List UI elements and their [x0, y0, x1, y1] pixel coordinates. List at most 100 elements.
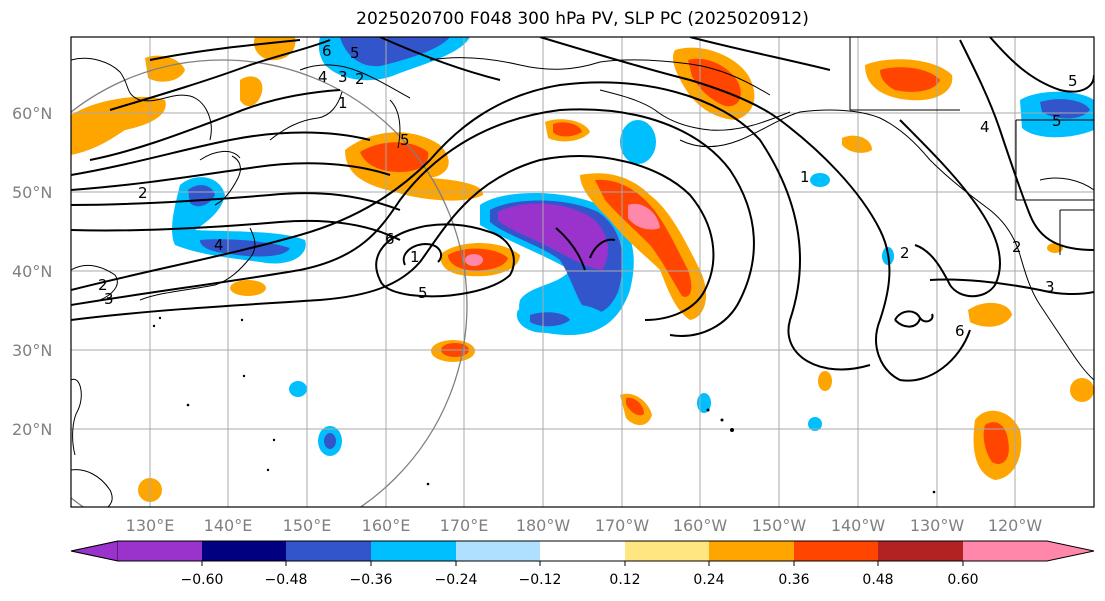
colorbar-tick-label: −0.24	[435, 572, 478, 588]
contour-label: 4	[318, 68, 328, 86]
contour-label: 4	[214, 236, 224, 254]
colorbar-ticks	[201, 561, 964, 566]
colorbar: −0.60 −0.48 −0.36 −0.24 −0.12 0.12 0.24 …	[70, 540, 1095, 588]
colorbar-segment	[794, 541, 878, 561]
lon-label: 130°W	[910, 516, 965, 535]
lon-label: 150°E	[283, 516, 332, 535]
longitude-labels: 130°E 140°E 150°E 160°E 170°E 180°W 170°…	[126, 516, 1043, 535]
pv-negative-blob-small-6	[808, 417, 822, 431]
colorbar-tick-label: 0.48	[862, 572, 893, 588]
contour-label: 5	[418, 284, 428, 302]
slp-contours	[71, 37, 1094, 382]
colorbar-segment	[286, 541, 371, 561]
lon-label: 170°W	[595, 516, 650, 535]
contour-label: 1	[410, 248, 420, 266]
lon-label: 140°E	[204, 516, 253, 535]
contour-label: 1	[800, 168, 810, 186]
contour-label: 5	[1052, 112, 1062, 130]
colorbar-tick-label: 0.60	[947, 572, 978, 588]
pv-positive-blob-nw-2	[145, 55, 185, 82]
contour-label: 4	[980, 118, 990, 136]
colorbar-outline	[70, 540, 1095, 562]
contour-label: 5	[400, 131, 410, 149]
contour-label: 3	[1045, 278, 1055, 296]
pv-positive-blob-52n-140w	[842, 135, 872, 153]
lon-label: 170°E	[440, 516, 489, 535]
contour-label: 3	[338, 68, 348, 86]
lon-label: 180°W	[516, 516, 571, 535]
map-title: 2025020700 F048 300 hPa PV, SLP PC (2025…	[356, 9, 809, 29]
contour-label: 2	[138, 184, 148, 202]
lat-label: 30°N	[12, 341, 52, 360]
colorbar-segment	[371, 541, 456, 561]
pv-positive-blob-canada-core	[880, 67, 940, 92]
colorbar-tick-label: −0.48	[265, 572, 308, 588]
pv-positive-blob-170e-pink	[465, 254, 483, 266]
contour-label: 2	[98, 276, 108, 294]
pv-negative-blob-small-3	[289, 381, 307, 397]
pv-positive-blob-26n-150w	[818, 371, 832, 391]
pv-negative-blob-small-7	[810, 173, 830, 187]
contour-label: 2	[1012, 238, 1022, 256]
contour-labels: 6 5 4 3 2 1 5 4 2 3 6 1 5 2 1 2 3 2 6 5 …	[98, 42, 1078, 340]
colorbar-tick-label: 0.24	[693, 572, 724, 588]
contour-label: 3	[104, 290, 114, 308]
islands	[152, 316, 936, 494]
contour-label: 6	[385, 230, 395, 248]
contour-label: 6	[322, 42, 332, 60]
pv-positive-blob-30n-138e	[230, 280, 266, 296]
lon-label: 120°W	[988, 516, 1043, 535]
plot-frame	[70, 36, 1095, 508]
colorbar-tick-label: 0.36	[778, 572, 809, 588]
pv-positive-blob-22n-168w-core	[626, 397, 644, 416]
pv-negative-blob-small-1	[620, 120, 656, 164]
coastlines	[71, 37, 1094, 507]
reference-circle	[71, 59, 468, 507]
lat-label: 50°N	[12, 183, 52, 202]
lat-label: 20°N	[12, 420, 52, 439]
pv-positive-blob-nw-5-core	[553, 122, 582, 137]
colorbar-segment	[540, 541, 625, 561]
colorbar-segment	[878, 541, 963, 561]
pv-positive-blob-bering-core	[688, 58, 741, 107]
contour-label: 5	[1068, 72, 1078, 90]
pv-positive-blob-28n-115w	[1070, 378, 1094, 402]
colorbar-segment	[118, 541, 202, 561]
pv-negative-blob-small-2-core	[324, 433, 336, 449]
lon-label: 150°W	[752, 516, 807, 535]
lat-label: 60°N	[12, 104, 52, 123]
lon-label: 130°E	[126, 516, 175, 535]
lat-label: 40°N	[12, 262, 52, 281]
pv-negative-blob-dateline-inner	[498, 203, 608, 270]
graticule	[71, 37, 1094, 507]
contour-label: 5	[350, 44, 360, 62]
contour-label: 2	[355, 70, 365, 88]
colorbar-tick-label: −0.36	[350, 572, 393, 588]
contour-label: 1	[338, 94, 348, 112]
pv-positive-blob-18n-128w-core	[983, 422, 1009, 464]
pv-positive-blob-nw-4	[240, 76, 263, 107]
lon-label: 160°E	[362, 516, 411, 535]
pv-positive-blob-central-pink	[628, 203, 660, 230]
colorbar-segment	[709, 541, 794, 561]
pv-negative-blob-dateline-south-core	[530, 312, 570, 327]
colorbar-segment	[625, 541, 709, 561]
pv-positive-blob-nw	[71, 96, 166, 155]
pv-positive-blob-central-core	[595, 179, 692, 297]
colorbar-left-arrow	[70, 540, 119, 562]
colorbar-segment	[456, 541, 540, 561]
colorbar-tick-label: −0.12	[519, 572, 562, 588]
colorbar-tick-label: −0.60	[181, 572, 224, 588]
pv-negative-blob-kamchatka-core	[340, 37, 450, 67]
contour-label: 2	[900, 244, 910, 262]
colorbar-segment	[202, 541, 286, 561]
contour-label: 6	[955, 322, 965, 340]
pv-positive-blob-33n-133w	[968, 302, 1012, 327]
lon-label: 140°W	[831, 516, 886, 535]
latitude-labels: 60°N 50°N 40°N 30°N 20°N	[12, 104, 52, 439]
lon-label: 160°W	[673, 516, 728, 535]
pv-negative-blob-gulf-alaska-core	[1040, 99, 1090, 119]
colorbar-tick-label: 0.12	[609, 572, 640, 588]
colorbar-right-arrow	[963, 541, 1094, 561]
